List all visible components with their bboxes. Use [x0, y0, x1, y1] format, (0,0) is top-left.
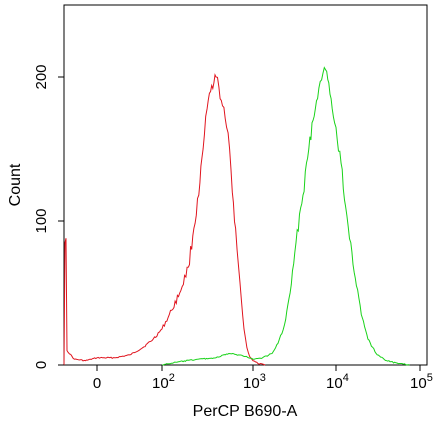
y-tick-label: 200	[33, 64, 50, 89]
x-axis-ticks: 0 102 103 104 105	[93, 365, 433, 392]
plot-frame	[63, 4, 428, 366]
x-tick-base: 10	[152, 375, 169, 392]
x-tick-exponent: 4	[343, 372, 349, 384]
y-axis-title: Count	[7, 163, 24, 206]
series-layer	[63, 66, 410, 366]
x-tick-label: 102	[152, 372, 175, 392]
x-tick-exponent: 5	[427, 372, 433, 384]
y-tick-label: 100	[33, 208, 50, 233]
x-axis-title: PerCP B690-A	[193, 403, 298, 420]
y-tick-label: 0	[33, 361, 50, 369]
x-tick-base: 10	[410, 375, 427, 392]
x-tick-label: 0	[93, 375, 101, 392]
y-axis-ticks: 0 100 200	[33, 64, 64, 369]
histogram-series-2	[162, 66, 410, 366]
x-tick-label: 105	[410, 372, 433, 392]
x-tick-base: 10	[326, 375, 343, 392]
x-tick-base: 0	[93, 375, 101, 392]
x-tick-exponent: 3	[260, 372, 266, 384]
x-tick-exponent: 2	[169, 372, 175, 384]
x-tick-label: 104	[326, 372, 349, 392]
x-tick-base: 10	[243, 375, 260, 392]
x-tick-label: 103	[243, 372, 266, 392]
histogram-series-1	[63, 73, 266, 366]
